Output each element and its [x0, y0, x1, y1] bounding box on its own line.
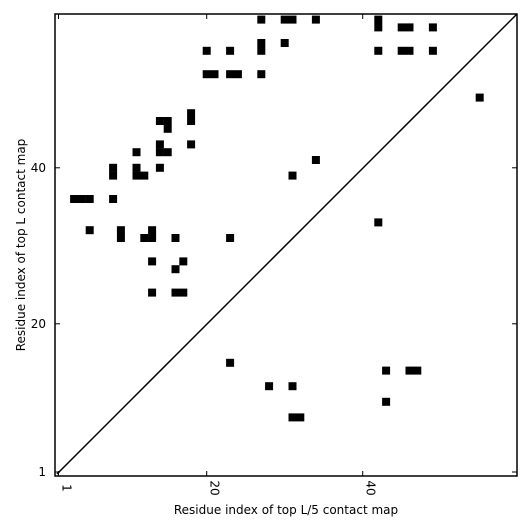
contact-cell-upper: [428, 46, 437, 55]
contact-cell-upper: [163, 148, 172, 157]
contact-cell-upper: [202, 70, 211, 79]
contact-cell-upper: [132, 163, 141, 172]
contact-cell-upper: [257, 15, 266, 24]
contact-cell-upper: [187, 117, 196, 125]
contact-cell-upper: [187, 140, 196, 149]
y-axis-label: Residue index of top L contact map: [14, 139, 28, 352]
contact-cell-upper: [109, 171, 118, 180]
x-axis-label: Residue index of top L/5 contact map: [174, 503, 398, 517]
contact-cell-lower: [413, 366, 422, 375]
contact-cell-lower: [288, 413, 297, 422]
contact-cell-upper: [85, 195, 94, 203]
contact-cell-upper: [77, 195, 86, 203]
contact-cell-upper: [171, 288, 180, 297]
contact-cell-upper: [397, 23, 406, 32]
contact-cell-lower: [405, 366, 414, 375]
contact-cell-upper: [288, 171, 297, 180]
contact-cell-lower: [226, 358, 235, 367]
contact-cell-upper: [109, 163, 118, 172]
contact-cell-upper: [179, 257, 188, 266]
contact-cell-upper: [374, 23, 383, 32]
contact-cell-upper: [171, 234, 180, 242]
contact-cell-upper: [280, 15, 289, 24]
contact-cell-upper: [163, 117, 172, 125]
y-tick-label: 1: [38, 465, 46, 479]
contact-cells: [70, 15, 484, 422]
contact-cell-upper: [226, 70, 235, 79]
x-tick-label: 1: [60, 484, 74, 492]
contact-cell-upper: [148, 234, 157, 242]
y-tick-label: 20: [31, 317, 46, 331]
contact-cell-upper: [179, 288, 188, 297]
contact-cell-upper: [132, 171, 141, 180]
contact-cell-upper: [171, 265, 180, 274]
contact-cell-upper: [148, 226, 157, 235]
contact-cell-upper: [140, 234, 149, 242]
contact-cell-upper: [397, 46, 406, 55]
contact-cell-upper: [202, 46, 211, 55]
axis-ticks: 1 20 40 1 20 40: [31, 14, 517, 496]
contact-cell-upper: [226, 46, 235, 55]
x-tick-label: 40: [364, 480, 378, 495]
contact-cell-upper: [85, 226, 94, 235]
contact-cell-upper: [116, 234, 125, 242]
contact-cell-lower: [382, 397, 391, 406]
contact-cell-upper: [148, 257, 157, 266]
contact-cell-upper: [140, 171, 149, 180]
contact-cell-upper: [405, 23, 414, 32]
plot-frame: [54, 13, 518, 477]
contact-cell-upper: [155, 140, 164, 149]
contact-cell-upper: [311, 156, 320, 164]
contact-cell-lower: [265, 382, 274, 391]
contact-cell-upper: [155, 163, 164, 172]
contact-cell-upper: [116, 226, 125, 235]
contact-cell-upper: [163, 124, 172, 133]
contact-cell-upper: [233, 70, 242, 79]
diagonal-line: [56, 13, 518, 475]
contact-cell-upper: [288, 15, 297, 24]
contact-cell-upper: [155, 148, 164, 157]
contact-cell-upper: [405, 46, 414, 55]
contact-cell-upper: [428, 23, 437, 32]
contact-cell-upper: [109, 195, 118, 203]
contact-cell-upper: [155, 117, 164, 125]
contact-cell-upper: [132, 148, 141, 157]
contact-cell-upper: [311, 15, 320, 24]
contact-cell-upper: [280, 39, 289, 47]
contact-cell-lower: [288, 382, 297, 391]
contact-cell-upper: [475, 93, 484, 102]
contact-cell-upper: [374, 15, 383, 24]
contact-cell-upper: [226, 234, 235, 242]
contact-cell-lower: [382, 366, 391, 375]
x-tick-label: 20: [208, 480, 222, 495]
contact-cell-upper: [374, 46, 383, 55]
contact-cell-upper: [257, 39, 266, 47]
contact-cell-upper: [187, 109, 196, 118]
contact-cell-lower: [296, 413, 305, 422]
contact-cell-upper: [374, 218, 383, 227]
contact-cell-upper: [70, 195, 79, 203]
contact-cell-upper: [257, 70, 266, 79]
contact-cell-upper: [148, 288, 157, 297]
y-tick-label: 40: [31, 161, 46, 175]
contact-cell-upper: [257, 46, 266, 55]
contact-cell-upper: [210, 70, 219, 79]
